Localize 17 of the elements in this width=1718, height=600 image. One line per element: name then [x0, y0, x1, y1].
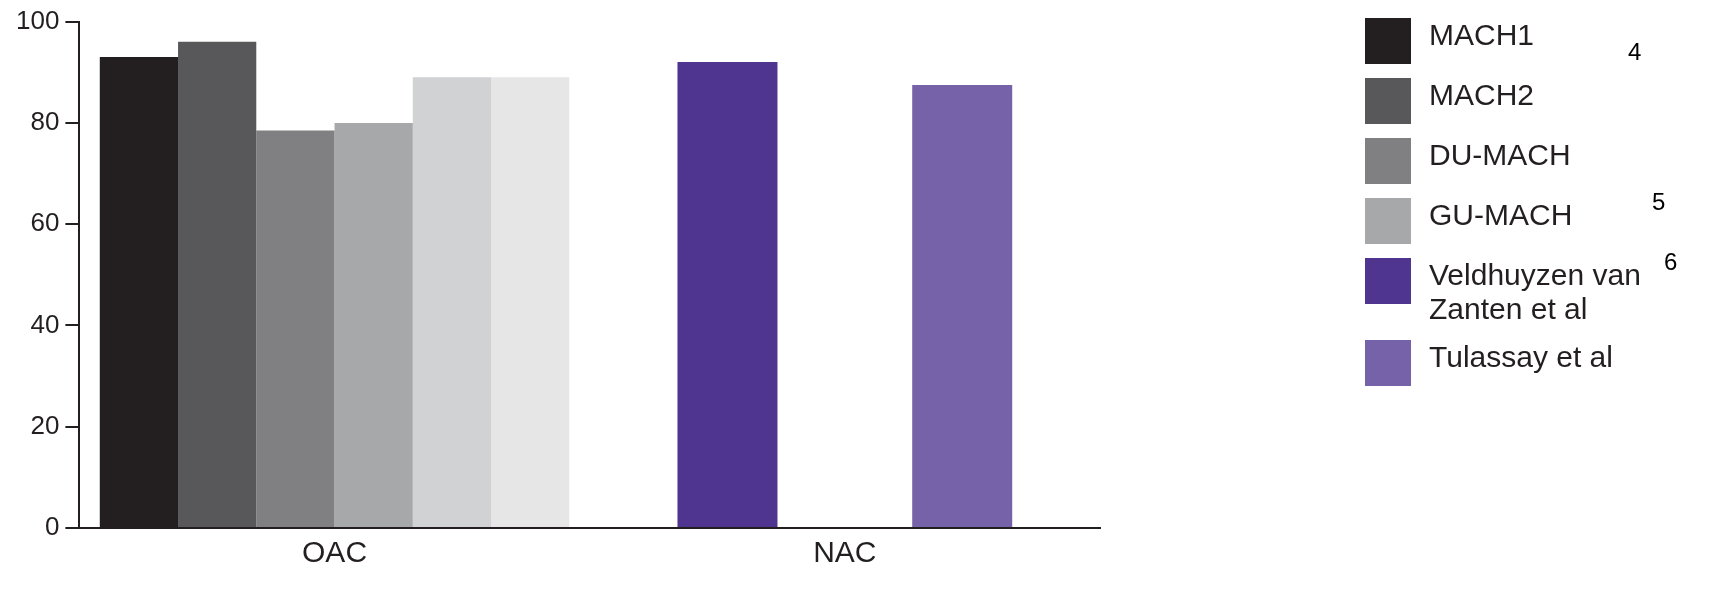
legend-label: Tulassay et al [1429, 340, 1613, 374]
legend-label: Veldhuyzen van Zanten et al [1429, 258, 1641, 325]
y-tick-label: 20 [30, 409, 60, 440]
text: 6 [1664, 248, 1678, 276]
y-tick-label: 100 [15, 4, 60, 35]
x-tick-label: NAC [813, 535, 877, 569]
y-tick-label: 80 [30, 106, 60, 137]
legend-label: MACH1 [1429, 18, 1535, 52]
y-tick-label: 40 [30, 308, 60, 339]
legend-label: MACH2 [1429, 78, 1535, 112]
legend-label: GU-MACH [1429, 198, 1573, 232]
y-tick-label: 60 [30, 207, 60, 238]
y-tick-label: 0 [44, 511, 60, 542]
legend-label: DU-MACH [1429, 138, 1571, 172]
text: 5 [1652, 188, 1666, 216]
text: 4 [1628, 38, 1642, 66]
x-tick-label: OAC [302, 535, 368, 569]
